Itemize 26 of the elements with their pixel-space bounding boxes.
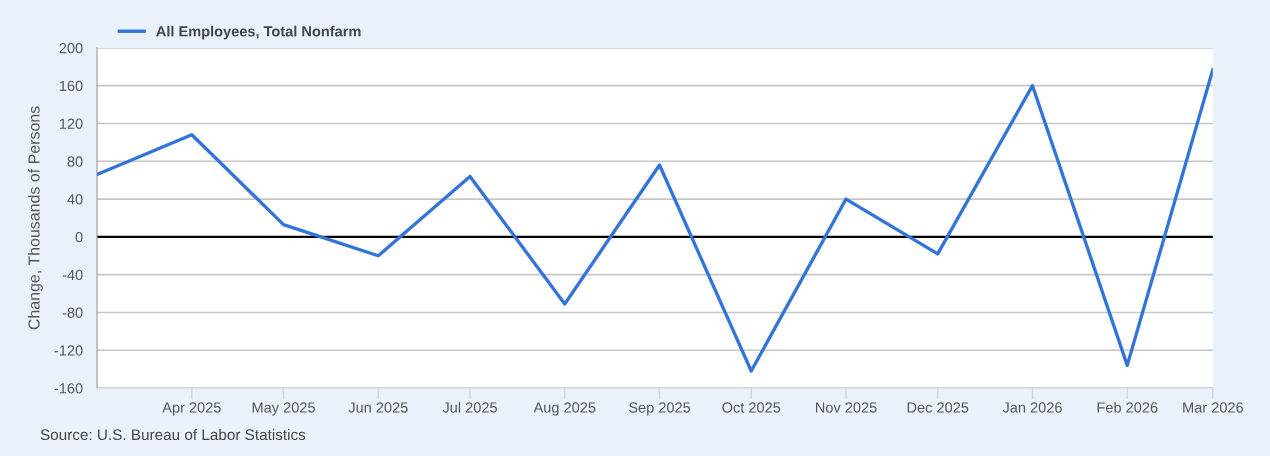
y-tick-label: 80 (67, 156, 83, 167)
x-tick-label: Nov 2025 (815, 402, 877, 413)
y-tick-label: 120 (59, 118, 83, 129)
x-tick-label: Sep 2025 (628, 402, 691, 416)
x-tick-label: Oct 2025 (722, 402, 781, 413)
y-tick-label: 160 (59, 80, 83, 92)
x-tick-label: Jul 2025 (442, 401, 497, 413)
x-tick-label: Aug 2025 (533, 402, 596, 416)
x-tick-label: Dec 2025 (907, 402, 969, 413)
x-tick-label: Mar 2026 (1183, 402, 1244, 413)
y-tick-label: -80 (62, 307, 83, 318)
line-series (97, 67, 1213, 373)
x-tick-label: Jan 2026 (1002, 402, 1062, 413)
x-tick-label: Apr 2025 (162, 402, 221, 416)
y-tick-label: -40 (62, 269, 83, 281)
x-tick-label: Jun 2025 (348, 402, 408, 413)
y-axis-title: Change, Thousands of Persons (27, 106, 43, 330)
y-tick-label: -160 (54, 383, 83, 394)
y-tick-label: 40 (67, 194, 83, 205)
y-tick-label: 200 (59, 42, 83, 54)
source-note: Source: U.S. Bureau of Labor Statistics (40, 428, 306, 441)
y-tick-label: 0 (75, 231, 83, 243)
x-tick-label: Feb 2026 (1097, 401, 1158, 413)
legend-label: All Employees, Total Nonfarm (156, 25, 361, 40)
x-tick-label: May 2025 (252, 402, 315, 416)
y-tick-label: -120 (54, 345, 83, 356)
